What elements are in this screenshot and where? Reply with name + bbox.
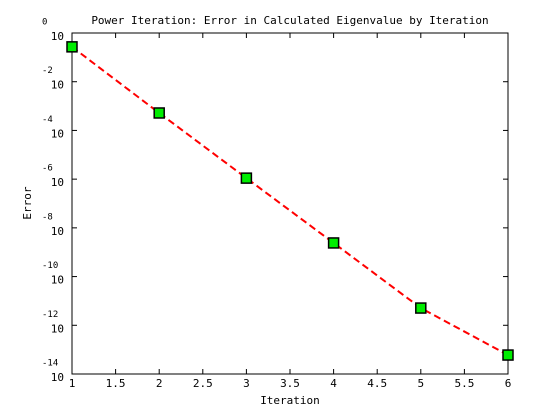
- y-tick-label: 10: [51, 225, 64, 238]
- data-marker: [240, 172, 253, 184]
- y-tick-label: 10: [51, 371, 64, 384]
- data-marker: [327, 237, 340, 249]
- x-tick-label: 2.5: [193, 377, 213, 390]
- x-tick-label: 1.5: [106, 377, 126, 390]
- x-tick-label: 5: [417, 377, 424, 390]
- x-tick-label: 3: [243, 377, 250, 390]
- y-tick-label: 10: [51, 322, 64, 335]
- y-tick-label: 10: [51, 30, 64, 43]
- x-tick-label: 5.5: [454, 377, 474, 390]
- y-tick-exponent: -2: [42, 66, 53, 76]
- y-axis-label: Error: [21, 186, 34, 219]
- y-tick-exponent: -14: [42, 359, 58, 369]
- data-marker: [66, 41, 78, 53]
- chart-title: Power Iteration: Error in Calculated Eig…: [91, 14, 488, 27]
- data-marker: [502, 349, 514, 361]
- y-tick-label: 10: [51, 176, 64, 189]
- y-tick-label: 10: [51, 127, 64, 140]
- data-line: [71, 46, 509, 356]
- y-tick-exponent: 0: [42, 18, 47, 28]
- x-tick-label: 6: [505, 377, 512, 390]
- x-tick-label: 4.5: [367, 377, 387, 390]
- y-tick-label: 10: [51, 79, 64, 92]
- y-tick-label: 10: [51, 274, 64, 287]
- y-tick-exponent: -10: [42, 261, 58, 271]
- x-tick-label: 4: [330, 377, 337, 390]
- y-tick-exponent: -4: [42, 115, 53, 125]
- y-tick-exponent: -6: [42, 164, 53, 174]
- data-marker: [153, 107, 165, 119]
- y-tick-exponent: -12: [42, 310, 58, 320]
- x-axis-label: Iteration: [260, 394, 320, 407]
- x-tick-label: 1: [69, 377, 76, 390]
- data-marker: [415, 302, 427, 314]
- x-tick-label: 2: [156, 377, 163, 390]
- y-tick-exponent: -8: [42, 212, 53, 222]
- x-tick-label: 3.5: [280, 377, 300, 390]
